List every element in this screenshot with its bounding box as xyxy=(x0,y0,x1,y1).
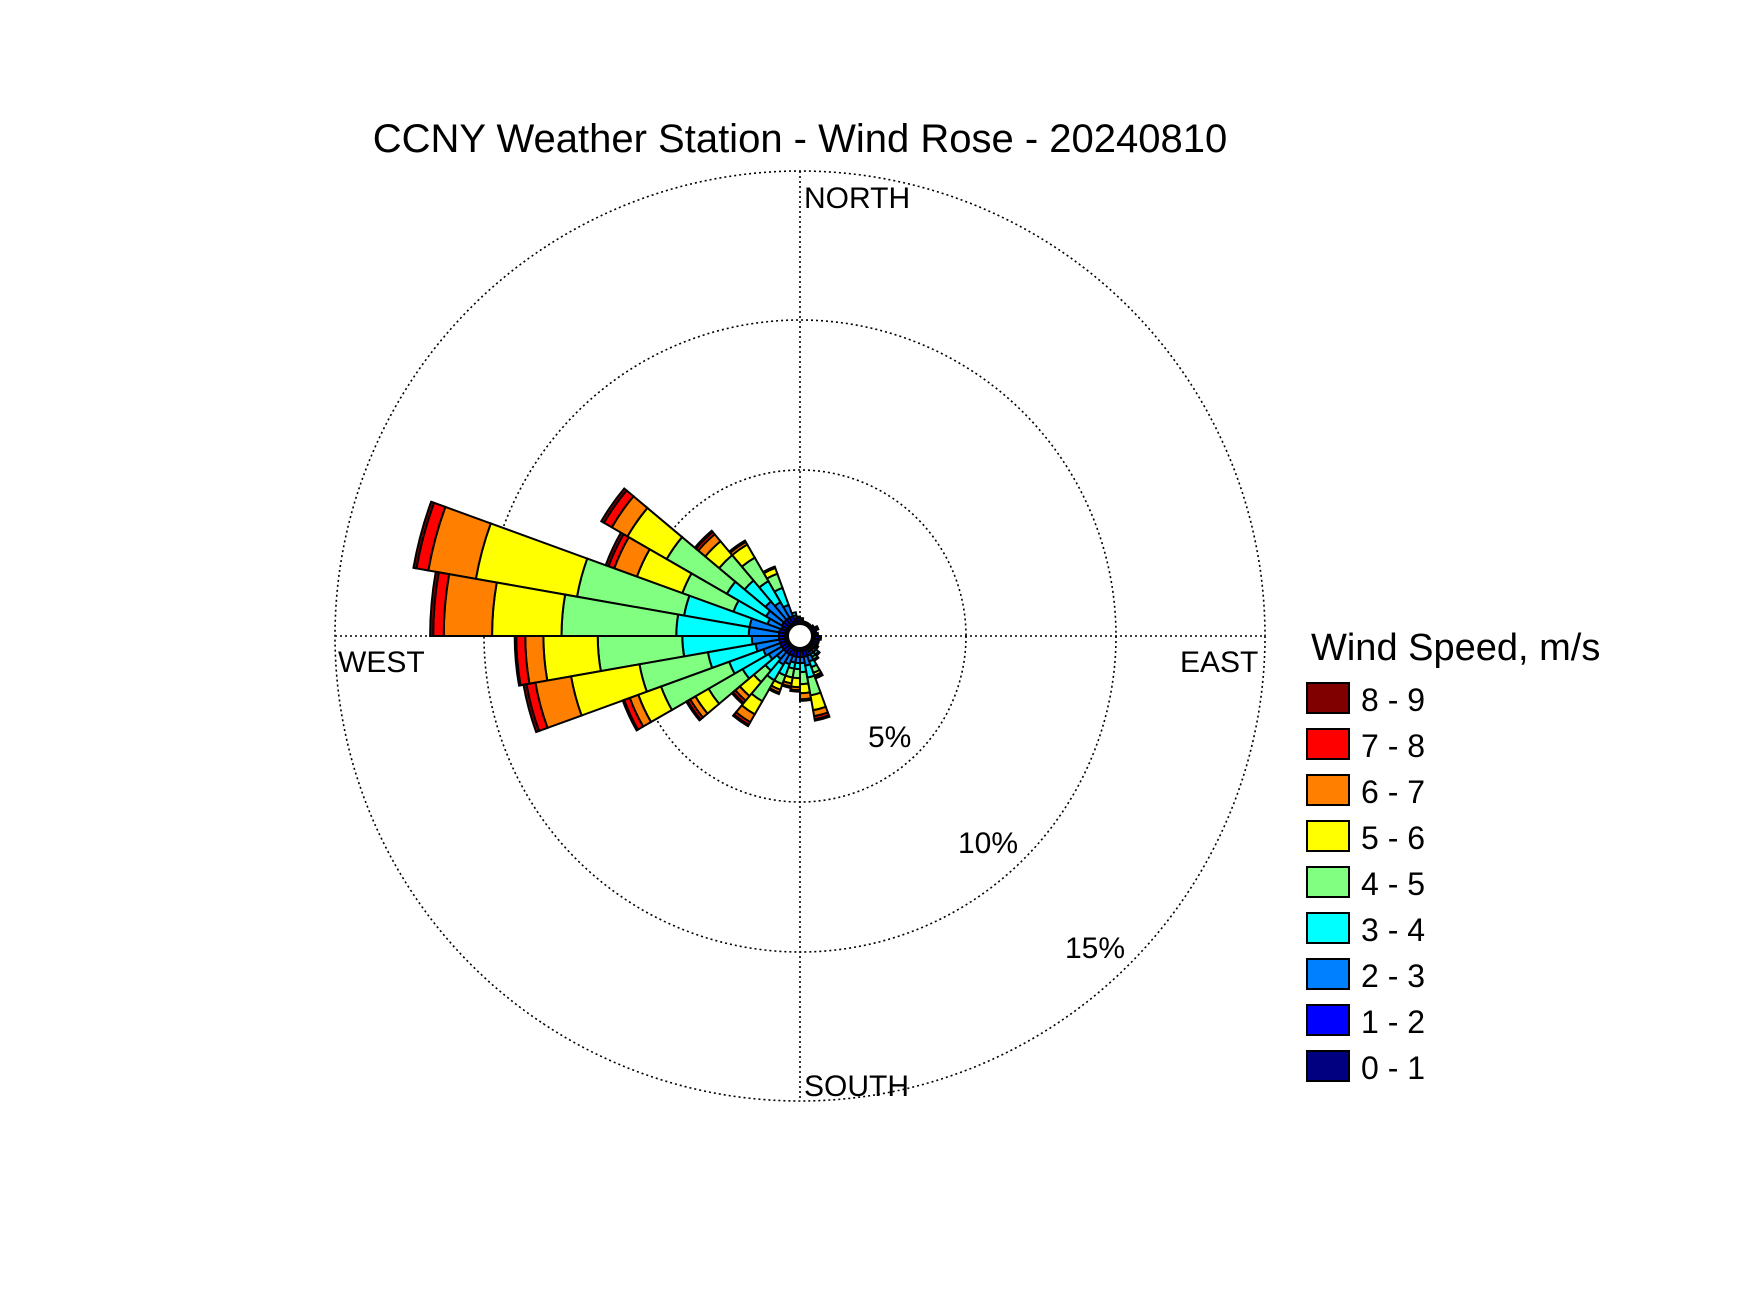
legend-label: 6 - 7 xyxy=(1361,774,1425,810)
sector-315-bin-8 xyxy=(693,529,715,551)
sector-245 xyxy=(621,638,791,732)
sector-215 xyxy=(731,643,796,728)
sector-165 xyxy=(800,646,831,722)
sector-335 xyxy=(761,565,798,627)
sector-285 xyxy=(412,500,790,636)
sector-255 xyxy=(522,636,790,734)
label-east: EAST xyxy=(1180,646,1258,679)
legend-label: 5 - 6 xyxy=(1361,820,1425,856)
sector-245-bin-8 xyxy=(621,698,640,732)
legend-label: 7 - 8 xyxy=(1361,728,1425,764)
sector-235-bin-8 xyxy=(684,699,702,722)
sector-205-bin-7 xyxy=(767,686,781,696)
legend: Wind Speed, m/s 8 - 9 7 - 8 6 - 7 5 - 6 4 - … xyxy=(1306,627,1600,1086)
direction-labels: NORTH EAST SOUTH WEST xyxy=(338,182,1258,1103)
legend-swatch xyxy=(1306,1050,1350,1082)
legend-label: 1 - 2 xyxy=(1361,1004,1425,1040)
legend-label: 3 - 4 xyxy=(1361,912,1425,948)
sector-275 xyxy=(429,570,790,637)
wind-sectors xyxy=(412,487,831,734)
sector-325-bin-7 xyxy=(727,539,748,555)
ring-labels: 5% 10% 15% xyxy=(868,721,1125,965)
sector-265 xyxy=(513,635,790,687)
sector-155-bin-7 xyxy=(813,672,824,680)
sector-145-bin-5 xyxy=(812,655,820,663)
label-north: NORTH xyxy=(804,182,910,215)
legend-label: 0 - 1 xyxy=(1361,1050,1425,1086)
sector-225-bin-8 xyxy=(730,690,746,706)
center-circle xyxy=(787,623,813,649)
sector-335-bin-6 xyxy=(761,565,777,575)
sector-275-bin-8 xyxy=(429,570,440,637)
sector-65-bin-2 xyxy=(814,624,820,632)
sector-175-bin-7 xyxy=(799,697,813,702)
sector-255-bin-8 xyxy=(522,683,541,734)
legend-swatch xyxy=(1306,958,1350,990)
sector-185-bin-7 xyxy=(789,688,801,693)
legend-swatch xyxy=(1306,728,1350,760)
legend-title: Wind Speed, m/s xyxy=(1311,627,1600,669)
sector-165-bin-8 xyxy=(813,714,831,722)
sector-135-bin-4 xyxy=(814,650,822,658)
ring-label-5: 5% xyxy=(868,721,911,754)
sector-95-bin-3 xyxy=(818,635,823,641)
legend-swatch xyxy=(1306,820,1350,852)
ring-label-15: 15% xyxy=(1065,932,1125,965)
sector-305-bin-8 xyxy=(599,487,628,525)
chart-title: CCNY Weather Station - Wind Rose - 20240… xyxy=(373,117,1228,161)
ring-label-10: 10% xyxy=(958,827,1018,860)
sector-285-bin-8 xyxy=(412,500,436,570)
label-west: WEST xyxy=(338,646,425,679)
label-south: SOUTH xyxy=(804,1070,909,1103)
legend-swatch xyxy=(1306,1004,1350,1036)
legend-swatch xyxy=(1306,866,1350,898)
sector-305 xyxy=(599,487,793,632)
sector-265-bin-8 xyxy=(513,635,522,687)
legend-swatch xyxy=(1306,774,1350,806)
legend-label: 2 - 3 xyxy=(1361,958,1425,994)
legend-label: 4 - 5 xyxy=(1361,866,1425,902)
legend-label: 8 - 9 xyxy=(1361,682,1425,718)
sector-215-bin-8 xyxy=(731,713,751,728)
legend-swatch xyxy=(1306,682,1350,714)
sector-275-bin-6 xyxy=(442,572,498,637)
legend-swatch xyxy=(1306,912,1350,944)
